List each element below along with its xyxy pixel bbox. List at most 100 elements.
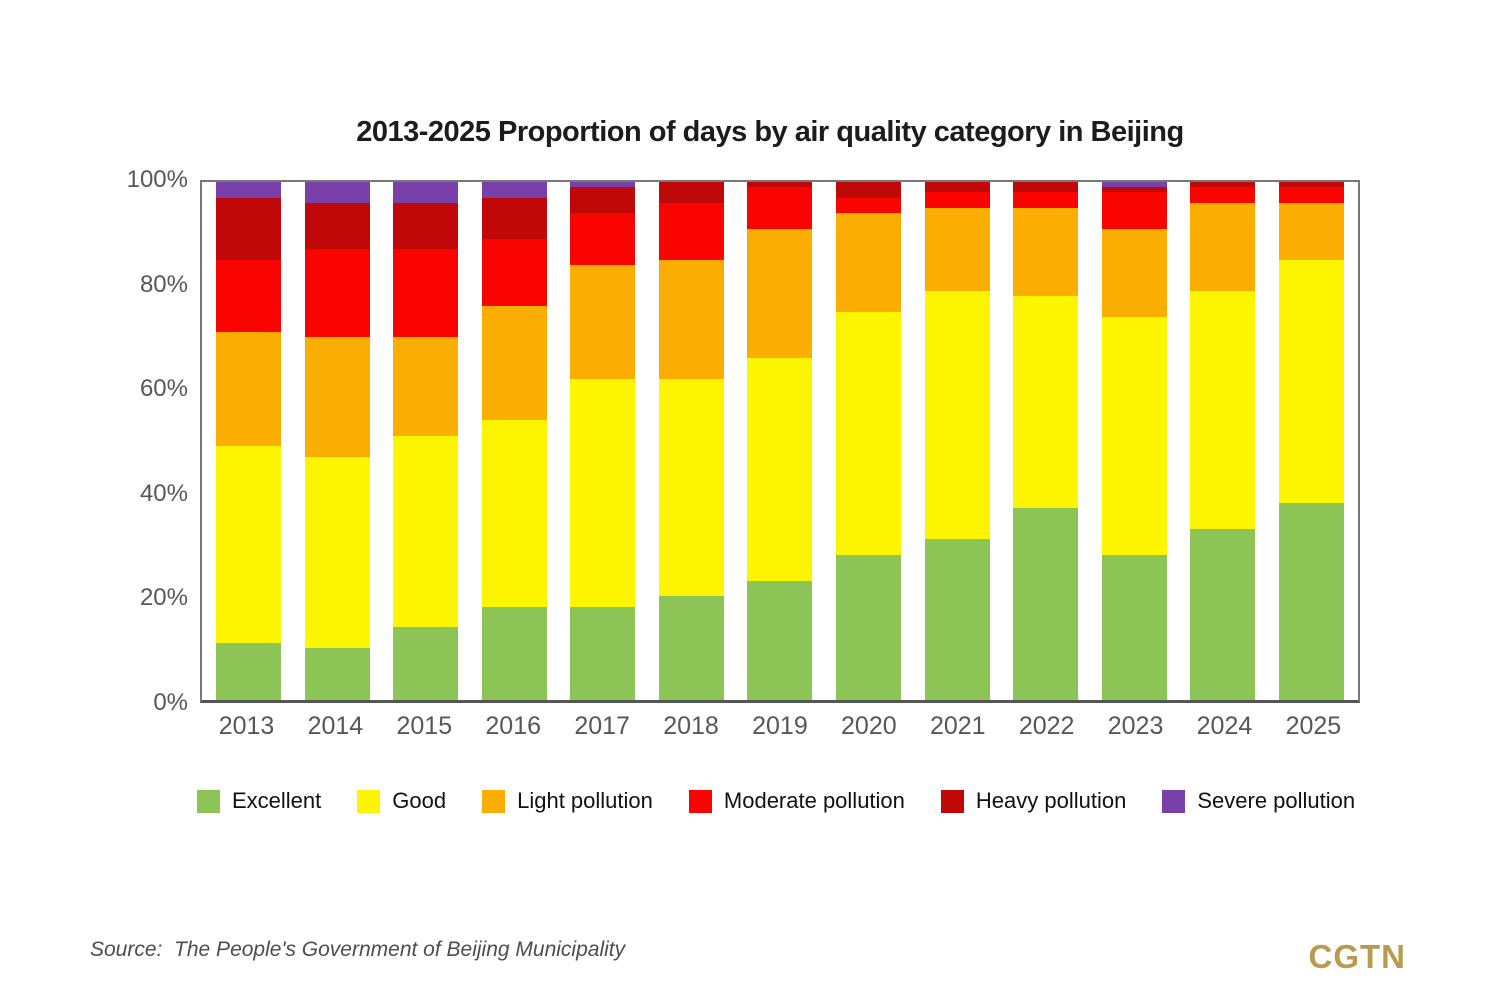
segment-excellent-2017: [570, 606, 636, 700]
segment-good-2024: [1190, 290, 1256, 530]
segment-heavy-pollution-2014: [304, 202, 370, 250]
y-tick-100: 100%: [126, 166, 188, 193]
segment-good-2022: [1013, 295, 1079, 509]
legend-item-moderate-pollution: Moderate pollution: [688, 788, 905, 814]
bar-2019: [747, 182, 813, 700]
segment-excellent-2022: [1013, 508, 1079, 700]
segment-light-pollution-2022: [1013, 207, 1079, 296]
y-axis: 0% 20% 40% 60% 80% 100%: [60, 166, 188, 716]
segment-moderate-pollution-2017: [570, 213, 636, 265]
segment-light-pollution-2020: [836, 213, 902, 312]
legend-swatch-excellent: [197, 789, 220, 813]
y-tick-20: 20%: [139, 584, 188, 612]
segment-good-2017: [570, 378, 636, 607]
segment-good-2015: [393, 435, 459, 628]
segment-moderate-pollution-2016: [481, 239, 547, 307]
segment-good-2016: [481, 420, 547, 607]
x-tick-2017: 2017: [574, 712, 630, 740]
x-tick-2020: 2020: [841, 712, 897, 740]
x-tick-2025: 2025: [1285, 712, 1342, 740]
segment-excellent-2024: [1190, 529, 1256, 700]
chart-title: 2013-2025 Proportion of days by air qual…: [356, 116, 1184, 148]
segment-moderate-pollution-2023: [1101, 192, 1167, 229]
x-tick-2014: 2014: [307, 712, 364, 740]
segment-severe-pollution-2015: [393, 182, 459, 203]
segment-heavy-pollution-2017: [570, 187, 636, 214]
segment-heavy-pollution-2023: [1101, 187, 1167, 193]
legend-label: Severe pollution: [1197, 788, 1356, 813]
segment-good-2021: [924, 290, 990, 540]
source-note: Source: The People's Government of Beiji…: [90, 938, 626, 961]
legend-item-good: Good: [357, 788, 446, 814]
bar-2021: [924, 182, 990, 700]
legend-swatch-light-pollution: [482, 789, 506, 813]
segment-moderate-pollution-2024: [1190, 187, 1256, 203]
bar-2025: [1278, 182, 1344, 700]
bar-2014: [304, 182, 370, 700]
segment-heavy-pollution-2024: [1190, 182, 1256, 188]
segment-good-2019: [747, 358, 813, 581]
x-tick-2015: 2015: [396, 712, 453, 740]
legend-swatch-good: [357, 789, 381, 813]
segment-severe-pollution-2023: [1101, 182, 1167, 188]
segment-excellent-2019: [747, 580, 813, 700]
x-tick-2016: 2016: [485, 712, 542, 740]
legend-label: Good: [392, 788, 447, 813]
segment-light-pollution-2017: [570, 264, 636, 379]
x-tick-2024: 2024: [1196, 712, 1253, 740]
segment-light-pollution-2021: [924, 207, 990, 291]
x-axis: 2013 2014 2015 2016 2017 2018 2019 2020 2021 2022…: [200, 712, 1360, 741]
segment-moderate-pollution-2015: [393, 249, 459, 338]
x-tick-2023: 2023: [1107, 712, 1164, 740]
segment-light-pollution-2025: [1278, 202, 1344, 260]
segment-heavy-pollution-2019: [747, 182, 813, 188]
segment-good-2025: [1278, 259, 1344, 504]
segment-light-pollution-2015: [393, 337, 459, 436]
y-tick-60: 60%: [139, 375, 188, 403]
segment-heavy-pollution-2015: [393, 202, 459, 250]
segment-excellent-2023: [1101, 554, 1167, 700]
segment-light-pollution-2016: [481, 306, 547, 421]
x-tick-2021: 2021: [929, 712, 986, 740]
segment-good-2023: [1101, 316, 1167, 555]
segment-heavy-pollution-2016: [481, 197, 547, 240]
legend-label: Heavy pollution: [975, 788, 1127, 813]
bar-2013: [216, 182, 281, 700]
bar-2024: [1190, 182, 1256, 700]
x-tick-2018: 2018: [663, 712, 719, 740]
y-tick-80: 80%: [139, 270, 188, 298]
plot-area: [200, 180, 1360, 703]
segment-excellent-2018: [658, 596, 724, 700]
bar-2016: [481, 182, 547, 700]
x-tick-2013: 2013: [218, 712, 275, 740]
segment-heavy-pollution-2025: [1278, 182, 1344, 188]
x-tick-2019: 2019: [752, 712, 808, 740]
segment-heavy-pollution-2020: [836, 182, 902, 198]
segment-moderate-pollution-2014: [304, 249, 370, 338]
segment-good-2013: [216, 446, 281, 644]
segment-heavy-pollution-2022: [1013, 182, 1079, 193]
legend-label: Moderate pollution: [723, 788, 905, 813]
bar-2022: [1013, 182, 1079, 700]
segment-excellent-2013: [216, 643, 281, 700]
segment-moderate-pollution-2018: [658, 202, 724, 260]
legend-item-severe-pollution: Severe pollution: [1162, 788, 1355, 814]
legend-item-excellent: Excellent: [197, 788, 321, 814]
legend-label: Excellent: [232, 788, 322, 813]
legend-swatch-severe-pollution: [1162, 789, 1186, 813]
segment-light-pollution-2014: [304, 337, 370, 457]
segment-moderate-pollution-2021: [924, 192, 990, 208]
segment-excellent-2021: [924, 539, 990, 700]
segment-severe-pollution-2016: [481, 182, 547, 198]
segment-moderate-pollution-2022: [1013, 192, 1079, 208]
segment-moderate-pollution-2013: [216, 259, 281, 333]
segment-severe-pollution-2013: [216, 182, 281, 198]
segment-good-2014: [304, 456, 370, 649]
segment-excellent-2016: [481, 606, 547, 700]
x-tick-2022: 2022: [1018, 712, 1075, 740]
segment-light-pollution-2018: [658, 259, 724, 379]
legend-item-heavy-pollution: Heavy pollution: [940, 788, 1127, 814]
legend-swatch-heavy-pollution: [940, 789, 964, 813]
legend: Excellent Good Light pollution Moderate pol…: [197, 788, 1355, 814]
segment-excellent-2025: [1278, 503, 1344, 700]
